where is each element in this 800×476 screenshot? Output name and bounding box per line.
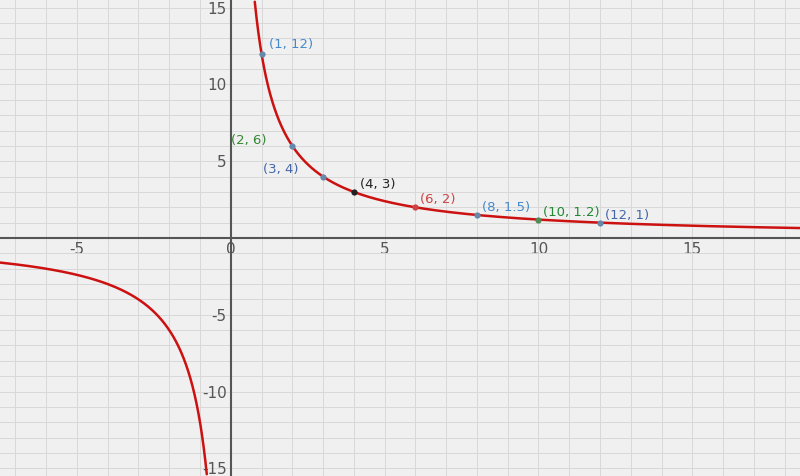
Text: (4, 3): (4, 3) bbox=[360, 178, 395, 191]
Text: (12, 1): (12, 1) bbox=[605, 209, 649, 222]
Text: (1, 12): (1, 12) bbox=[270, 38, 314, 50]
Text: (6, 2): (6, 2) bbox=[420, 193, 455, 207]
Text: (8, 1.5): (8, 1.5) bbox=[482, 201, 530, 214]
Text: (2, 6): (2, 6) bbox=[230, 134, 266, 147]
Text: (10, 1.2): (10, 1.2) bbox=[543, 206, 600, 219]
Text: (3, 4): (3, 4) bbox=[263, 163, 298, 176]
